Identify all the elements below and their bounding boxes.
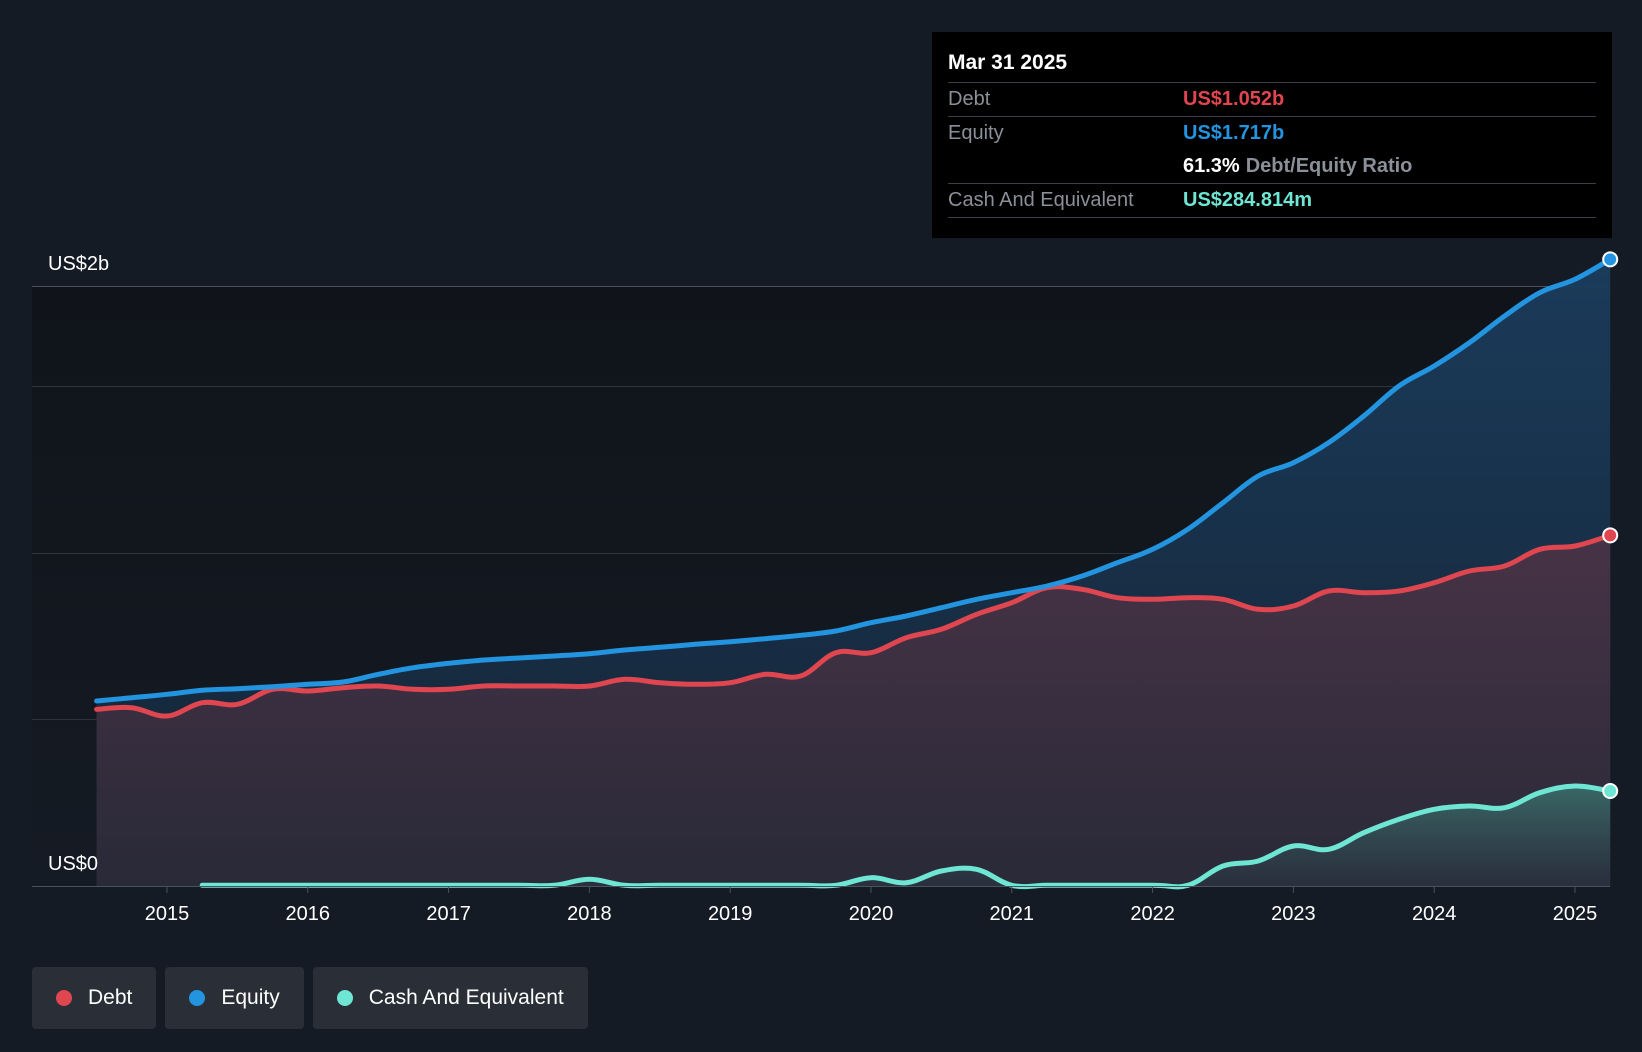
legend-item-cash[interactable]: Cash And Equivalent: [312, 967, 588, 1029]
legend-label-debt: Debt: [88, 986, 133, 1009]
series-lines: [94, 256, 1613, 890]
legend-item-debt[interactable]: Debt: [32, 967, 157, 1029]
x-tick-label: 2019: [708, 903, 753, 925]
tooltip-debt-value: US$1.052b: [1183, 88, 1285, 110]
tooltip-equity-label: Equity: [948, 122, 1004, 144]
debt-line: [94, 532, 1613, 719]
tooltip-equity-row: Equity US$1.717b: [948, 117, 1596, 150]
tooltip-ratio-label: Debt/Equity Ratio: [1245, 155, 1413, 177]
tooltip-cash-label: Cash And Equivalent: [948, 189, 1134, 211]
tooltip: Mar 31 2025 Debt US$1.052b Equity US$1.7…: [932, 32, 1612, 238]
cash-dot-icon: [336, 990, 353, 1006]
x-tick-label: 2018: [567, 903, 612, 925]
tooltip-ratio-value: 61.3%: [1183, 155, 1240, 177]
x-tick-label: 2024: [1412, 903, 1457, 925]
equity-line: [94, 256, 1613, 704]
tooltip-date: Mar 31 2025: [948, 46, 1596, 83]
cash-line: [199, 783, 1613, 890]
x-tick-label: 2023: [1271, 903, 1316, 925]
legend-label-cash: Cash And Equivalent: [368, 986, 564, 1009]
y-label-bottom: US$0: [48, 853, 98, 875]
legend: Debt Equity Cash And Equivalent: [32, 967, 588, 1029]
legend-item-equity[interactable]: Equity: [165, 967, 304, 1029]
end-markers: [1602, 251, 1619, 799]
tooltip-ratio-row: 61.3% Debt/Equity Ratio: [948, 150, 1596, 184]
x-tick-label: 2021: [990, 903, 1035, 925]
cash-end-marker: [1602, 783, 1619, 799]
tooltip-debt-label: Debt: [948, 88, 991, 110]
equity-end-marker: [1602, 251, 1619, 268]
debt-dot-icon: [56, 990, 72, 1006]
x-axis-ticks: 2015 2016 2017 2018 2019 2020 2021 2022 2023 2024…: [145, 886, 1598, 925]
x-tick-label: 2015: [145, 903, 190, 925]
legend-label-equity: Equity: [221, 986, 280, 1009]
tooltip-debt-row: Debt US$1.052b: [948, 83, 1596, 117]
equity-dot-icon: [189, 990, 206, 1006]
x-tick-label: 2020: [849, 903, 894, 925]
y-label-top: US$2b: [48, 253, 109, 275]
tooltip-cash-row: Cash And Equivalent US$284.814m: [948, 184, 1596, 218]
debt-area: [96, 535, 1611, 886]
x-tick-label: 2025: [1553, 903, 1598, 925]
x-tick-label: 2016: [286, 903, 331, 925]
x-tick-label: 2017: [426, 903, 471, 925]
x-tick-label: 2022: [1130, 903, 1175, 925]
tooltip-cash-value: US$284.814m: [1183, 189, 1312, 211]
tooltip-equity-value: US$1.717b: [1183, 122, 1285, 144]
debt-end-marker: [1602, 527, 1619, 544]
